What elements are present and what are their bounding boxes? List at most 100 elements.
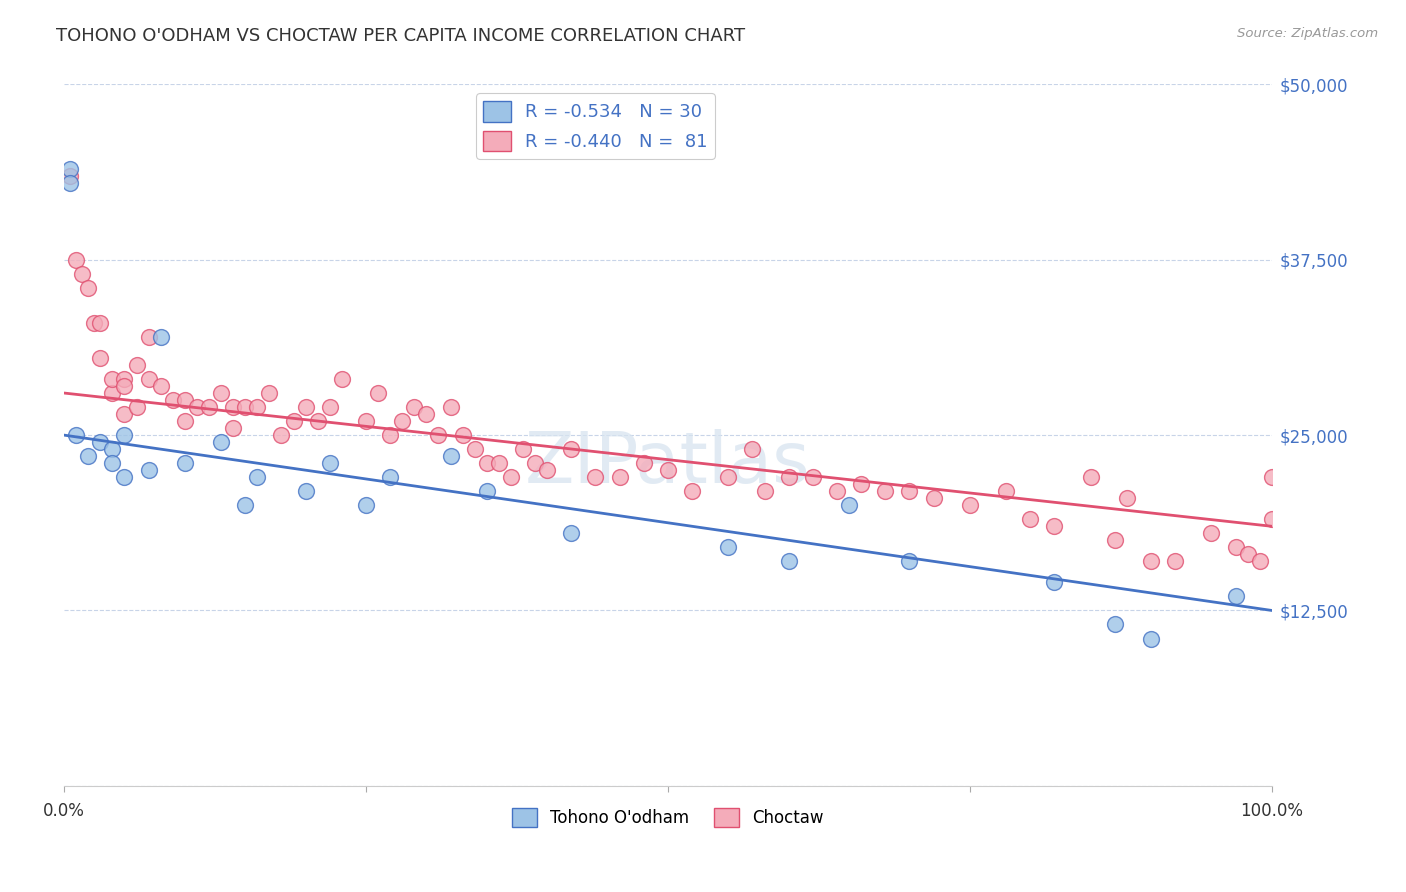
Point xyxy=(89,435,111,450)
Point xyxy=(849,477,872,491)
Point xyxy=(101,456,124,470)
Point xyxy=(560,526,582,541)
Point xyxy=(65,252,87,267)
Point xyxy=(89,351,111,365)
Point xyxy=(524,456,547,470)
Point xyxy=(209,435,232,450)
Point xyxy=(330,372,353,386)
Point xyxy=(138,372,160,386)
Point xyxy=(101,372,124,386)
Point xyxy=(125,400,148,414)
Point xyxy=(838,498,860,512)
Point xyxy=(583,470,606,484)
Point xyxy=(1249,554,1271,568)
Text: Source: ZipAtlas.com: Source: ZipAtlas.com xyxy=(1237,27,1378,40)
Point xyxy=(354,414,377,428)
Point xyxy=(717,541,740,555)
Point xyxy=(89,316,111,330)
Point xyxy=(59,176,82,190)
Point xyxy=(439,449,461,463)
Point xyxy=(294,400,316,414)
Point xyxy=(319,400,342,414)
Point xyxy=(138,330,160,344)
Point xyxy=(114,470,136,484)
Point xyxy=(801,470,824,484)
Point xyxy=(1140,632,1163,646)
Point xyxy=(307,414,329,428)
Point xyxy=(754,484,776,499)
Point xyxy=(475,456,498,470)
Point xyxy=(186,400,208,414)
Point xyxy=(681,484,703,499)
Point xyxy=(741,442,763,457)
Point xyxy=(70,267,93,281)
Point xyxy=(77,449,100,463)
Point xyxy=(114,428,136,442)
Point xyxy=(1043,575,1066,590)
Point xyxy=(149,379,172,393)
Point xyxy=(367,386,389,401)
Point xyxy=(451,428,474,442)
Point xyxy=(1080,470,1102,484)
Point xyxy=(1104,533,1126,548)
Point xyxy=(162,392,184,407)
Point xyxy=(488,456,510,470)
Point xyxy=(475,484,498,499)
Point xyxy=(1043,519,1066,533)
Point xyxy=(1225,590,1247,604)
Point xyxy=(138,463,160,477)
Point xyxy=(198,400,221,414)
Point xyxy=(59,161,82,176)
Point xyxy=(427,428,450,442)
Point xyxy=(633,456,655,470)
Point xyxy=(59,169,82,183)
Point xyxy=(114,372,136,386)
Point xyxy=(354,498,377,512)
Point xyxy=(83,316,105,330)
Point xyxy=(149,330,172,344)
Point xyxy=(1164,554,1187,568)
Point xyxy=(1201,526,1223,541)
Point xyxy=(391,414,413,428)
Point xyxy=(222,421,245,435)
Point xyxy=(898,554,921,568)
Point xyxy=(125,358,148,372)
Point xyxy=(415,407,437,421)
Point xyxy=(717,470,740,484)
Point xyxy=(1225,541,1247,555)
Point xyxy=(499,470,522,484)
Point xyxy=(657,463,679,477)
Point xyxy=(1019,512,1042,526)
Point xyxy=(114,379,136,393)
Point xyxy=(1104,617,1126,632)
Point xyxy=(536,463,558,477)
Point xyxy=(209,386,232,401)
Point xyxy=(1261,470,1284,484)
Text: TOHONO O'ODHAM VS CHOCTAW PER CAPITA INCOME CORRELATION CHART: TOHONO O'ODHAM VS CHOCTAW PER CAPITA INC… xyxy=(56,27,745,45)
Point xyxy=(233,498,256,512)
Legend: Tohono O'odham, Choctaw: Tohono O'odham, Choctaw xyxy=(505,801,831,833)
Point xyxy=(404,400,426,414)
Point xyxy=(259,386,281,401)
Point xyxy=(246,470,269,484)
Point xyxy=(609,470,631,484)
Point xyxy=(959,498,981,512)
Point xyxy=(101,386,124,401)
Point xyxy=(1236,547,1258,561)
Point xyxy=(378,428,401,442)
Point xyxy=(512,442,534,457)
Point xyxy=(825,484,848,499)
Point xyxy=(173,456,195,470)
Point xyxy=(778,470,800,484)
Point xyxy=(875,484,897,499)
Point xyxy=(246,400,269,414)
Point xyxy=(319,456,342,470)
Point xyxy=(270,428,292,442)
Point xyxy=(173,392,195,407)
Point xyxy=(995,484,1018,499)
Point xyxy=(65,428,87,442)
Point xyxy=(294,484,316,499)
Point xyxy=(1115,491,1137,506)
Text: ZIPatlas: ZIPatlas xyxy=(524,429,811,498)
Point xyxy=(778,554,800,568)
